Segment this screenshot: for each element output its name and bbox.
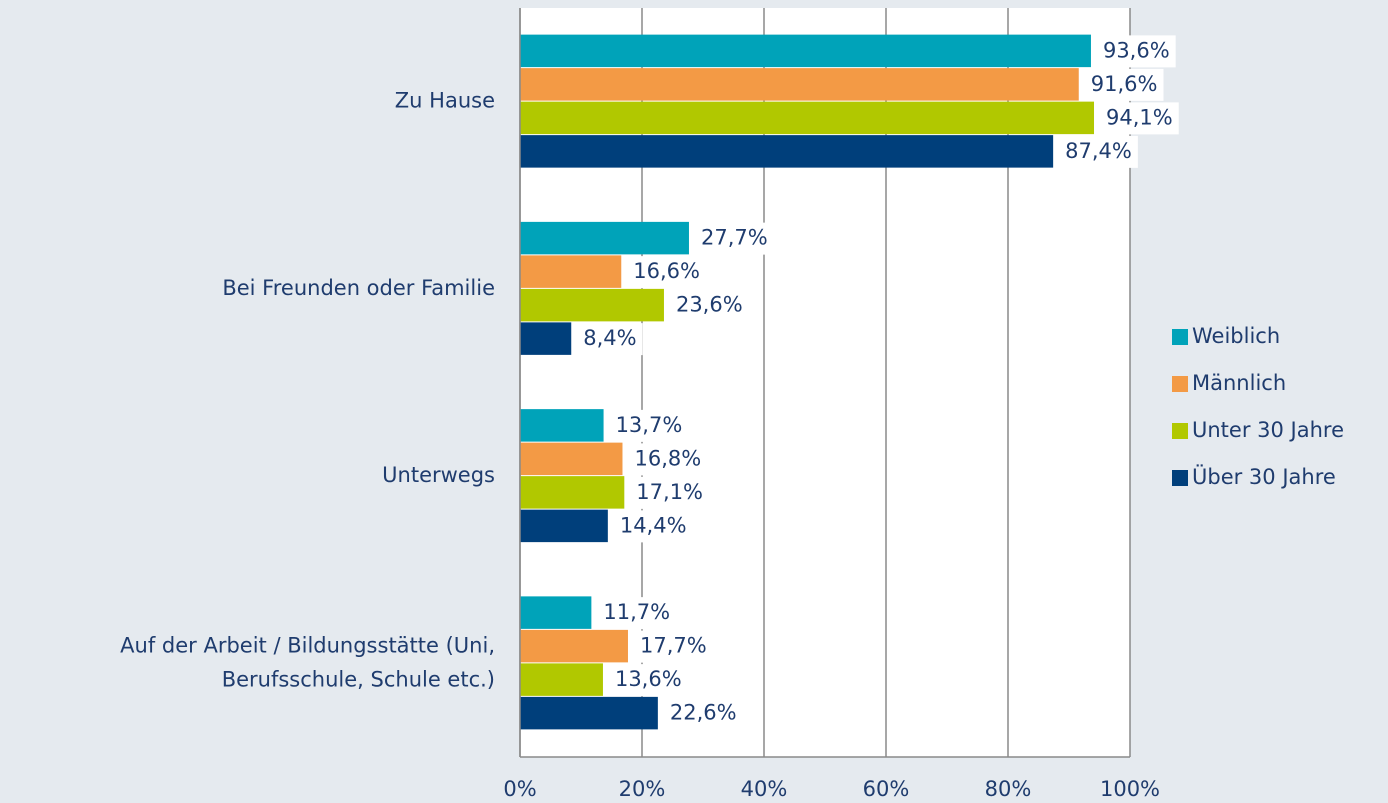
legend-swatch: [1172, 470, 1188, 486]
value-label-bg: [1102, 102, 1179, 135]
value-label: 17,7%: [640, 634, 707, 658]
bar: [520, 221, 689, 255]
bar: [520, 696, 658, 730]
bar: [520, 34, 1091, 68]
bar: [520, 135, 1054, 168]
legend-swatch: [1172, 423, 1188, 439]
value-label: 23,6%: [676, 293, 743, 317]
value-label-bg: [615, 510, 693, 543]
legend-label: Unter 30 Jahre: [1192, 418, 1344, 442]
value-label-bg: [610, 664, 688, 697]
value-label-bg: [671, 289, 749, 322]
bar: [520, 101, 1095, 135]
value-label-bg: [579, 323, 643, 356]
value-label: 94,1%: [1106, 105, 1173, 129]
bar: [520, 68, 1079, 101]
value-label: 91,6%: [1091, 72, 1158, 96]
legend-swatch: [1172, 329, 1188, 345]
value-label: 93,6%: [1103, 38, 1170, 62]
legend-label: Weiblich: [1192, 324, 1280, 348]
value-label: 87,4%: [1065, 139, 1132, 163]
value-label-bg: [630, 443, 708, 476]
bar: [520, 322, 572, 355]
value-label: 14,4%: [620, 513, 687, 537]
category-label: Zu Hause: [395, 89, 495, 113]
value-label-bg: [635, 630, 713, 663]
x-tick-label: 20%: [619, 777, 666, 801]
bar: [520, 663, 603, 696]
legend-swatch: [1172, 376, 1188, 392]
value-label: 16,8%: [634, 446, 701, 470]
legend-label: Männlich: [1192, 371, 1286, 395]
value-label: 22,6%: [670, 701, 737, 725]
x-tick-label: 100%: [1100, 777, 1160, 801]
value-label-bg: [665, 697, 743, 730]
value-label-bg: [696, 222, 774, 255]
x-tick-label: 60%: [863, 777, 910, 801]
bar: [520, 409, 604, 442]
value-label-bg: [629, 256, 706, 289]
category-label: Unterwegs: [382, 463, 495, 487]
value-label: 16,6%: [633, 259, 700, 283]
x-tick-label: 0%: [503, 777, 536, 801]
legend-label: Über 30 Jahre: [1192, 464, 1336, 489]
bar: [520, 255, 622, 288]
value-label-bg: [599, 597, 677, 630]
value-label: 27,7%: [701, 226, 768, 250]
category-label: Bei Freunden oder Familie: [222, 276, 495, 300]
value-label: 13,7%: [616, 413, 683, 437]
bar: [520, 596, 592, 629]
value-label-bg: [1098, 35, 1176, 68]
value-label-bg: [1061, 135, 1138, 168]
category-label: Auf der Arbeit / Bildungsstätte (Uni, Ber…: [120, 633, 495, 691]
value-label: 8,4%: [583, 326, 636, 350]
bar: [520, 442, 623, 476]
value-label-bg: [632, 476, 710, 509]
value-label-bg: [611, 409, 689, 442]
x-tick-label: 40%: [741, 777, 788, 801]
bar: [520, 476, 625, 509]
value-label-bg: [1086, 68, 1164, 101]
bar: [520, 288, 664, 322]
x-tick-label: 80%: [985, 777, 1032, 801]
value-label: 13,6%: [615, 667, 682, 691]
value-label: 11,7%: [603, 600, 670, 624]
bar: [520, 629, 628, 663]
bar: [520, 509, 608, 543]
value-label: 17,1%: [636, 480, 703, 504]
